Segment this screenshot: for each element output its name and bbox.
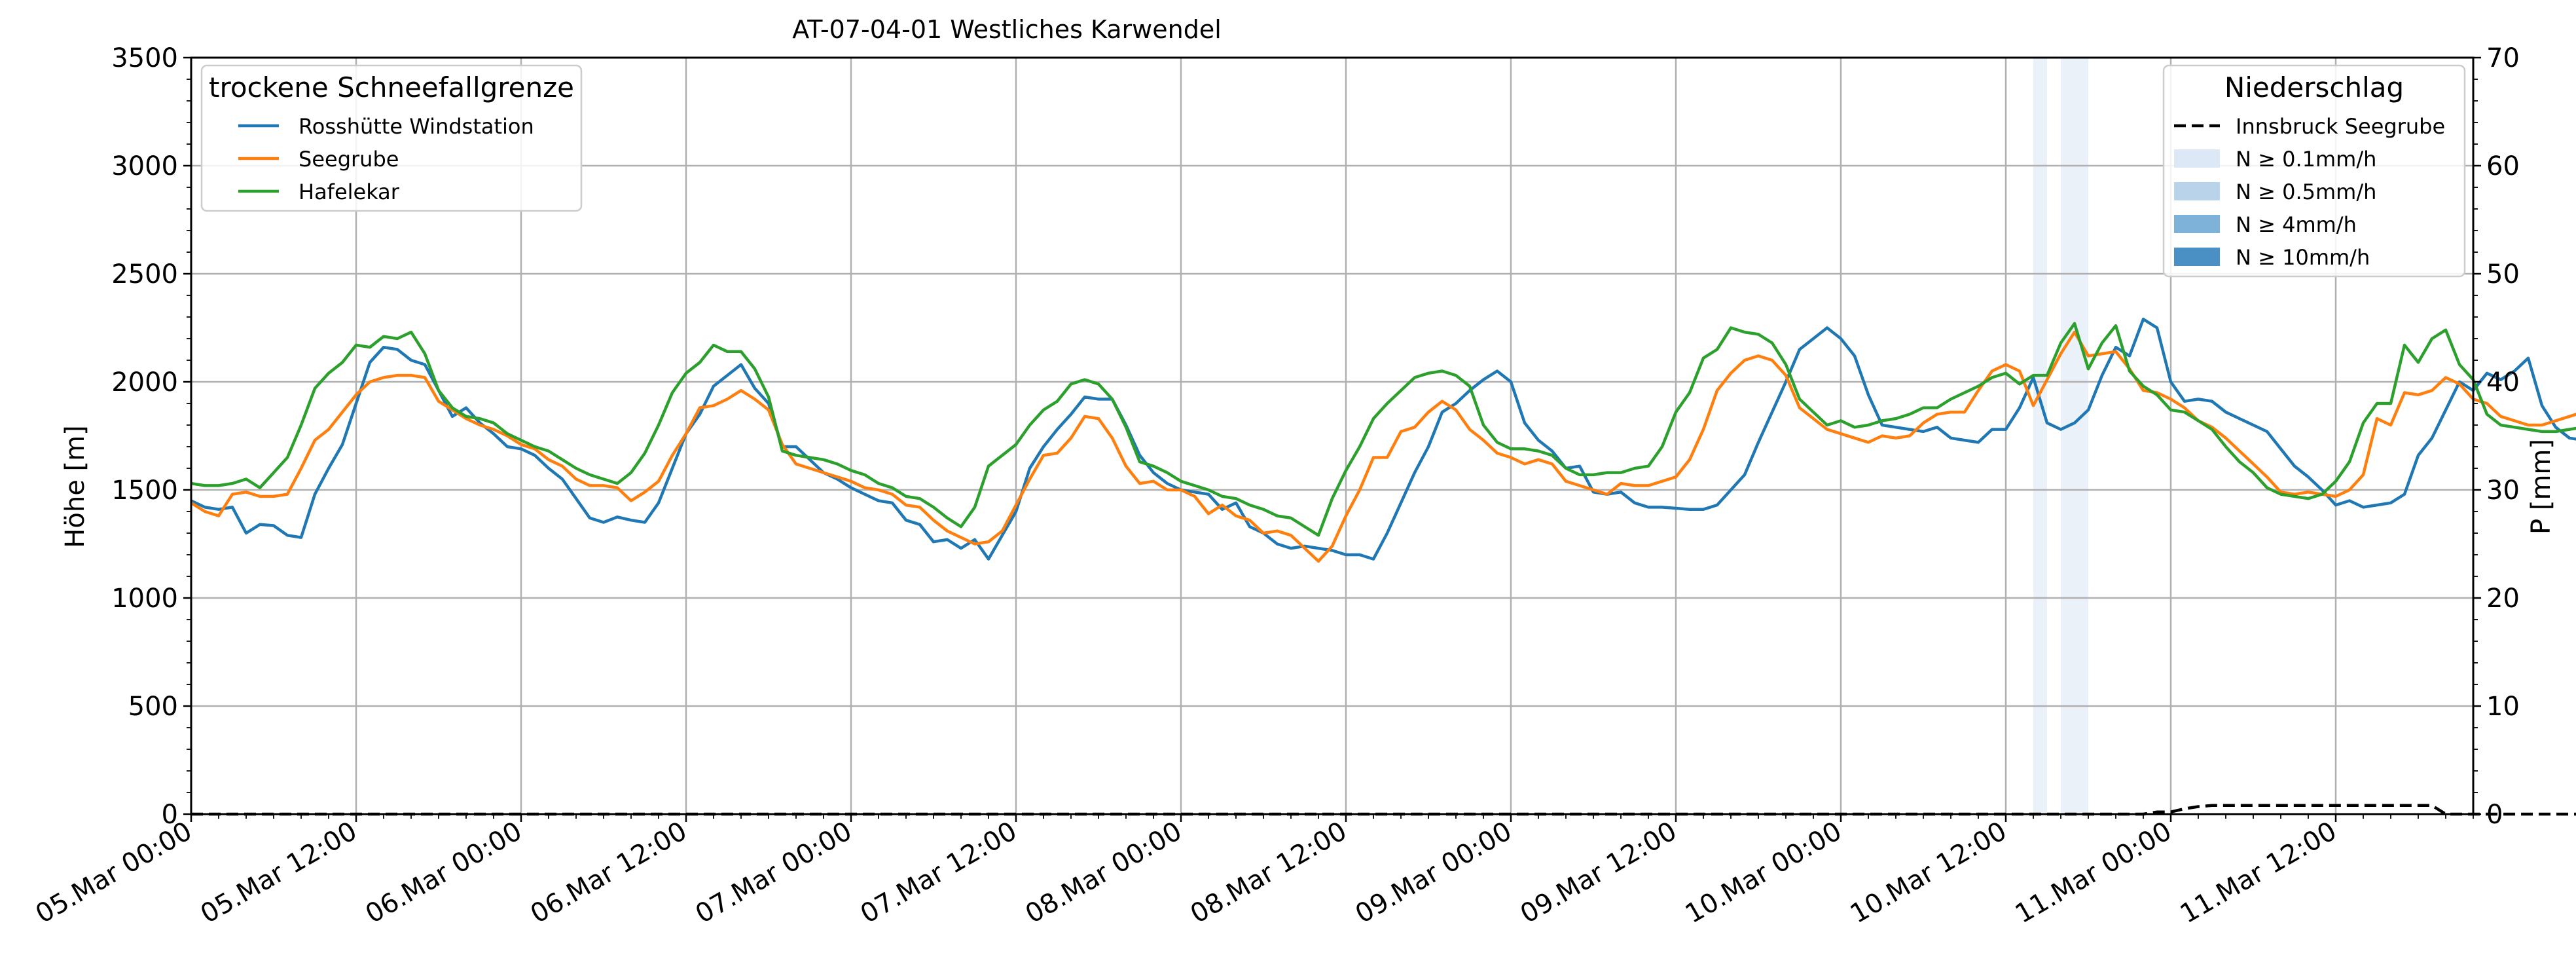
- legend-label-right-4: N ≥ 10mm/h: [2236, 245, 2370, 270]
- legend-box-left: [200, 64, 583, 212]
- precip-band-1: [2061, 58, 2088, 814]
- legend-label-right-0: Innsbruck Seegrube: [2236, 114, 2445, 139]
- legend-precipitation: Niederschlag Innsbruck Seegrube N ≥ 0.1mm/…: [2162, 64, 2466, 278]
- legend-swatch-1: [2174, 149, 2220, 168]
- y-tick-label-left-4: 2000: [111, 367, 178, 398]
- plot-frame: [190, 56, 2475, 815]
- chart-title: AT-07-04-01 Westliches Karwendel: [792, 15, 1222, 44]
- y-axis-label-right: P [mm]: [2526, 439, 2556, 534]
- series-line-0: [190, 318, 2576, 561]
- precip-band-0: [2033, 58, 2047, 814]
- legend-label-left-1: Seegrube: [299, 147, 399, 172]
- y-tick-label-left-2: 1000: [111, 584, 178, 614]
- series-line-2: [190, 322, 2576, 537]
- y-tick-label-left-6: 3000: [111, 151, 178, 181]
- y-tick-label-right-7: 70: [2486, 43, 2520, 73]
- y-tick-label-right-6: 60: [2486, 151, 2520, 181]
- legend-swatch-3: [2174, 215, 2220, 233]
- legend-swatch-2: [2174, 182, 2220, 200]
- y-tick-label-right-3: 30: [2486, 476, 2520, 506]
- series-line-1: [190, 330, 2576, 563]
- legend-swatch-4: [2174, 248, 2220, 266]
- y-tick-label-right-2: 20: [2486, 584, 2520, 614]
- legend-label-right-3: N ≥ 4mm/h: [2236, 212, 2357, 237]
- legend-label-left-2: Hafelekar: [299, 179, 400, 204]
- legend-title-right: Niederschlag: [2224, 71, 2404, 103]
- y-tick-label-right-4: 40: [2486, 367, 2520, 398]
- legend-label-right-1: N ≥ 0.1mm/h: [2236, 147, 2376, 172]
- y-axis-label-left: Höhe [m]: [60, 425, 90, 548]
- y-tick-label-right-1: 10: [2486, 692, 2520, 722]
- legend-title-left: trockene Schneefallgrenze: [209, 71, 574, 103]
- legend-snowline: trockene Schneefallgrenze Rosshütte Winds…: [200, 64, 583, 212]
- legend-label-right-2: N ≥ 0.5mm/h: [2236, 179, 2376, 204]
- y-tick-label-left-0: 0: [162, 800, 178, 830]
- y-tick-label-right-5: 50: [2486, 259, 2520, 289]
- y-tick-label-left-3: 1500: [111, 476, 178, 506]
- y-tick-label-left-5: 2500: [111, 259, 178, 289]
- precipitation-bands: [2033, 58, 2088, 814]
- y-tick-label-right-0: 0: [2486, 800, 2503, 830]
- y-tick-label-left-7: 3500: [111, 43, 178, 73]
- legend-label-left-0: Rosshütte Windstation: [299, 114, 534, 139]
- y-tick-label-left-1: 500: [128, 692, 178, 722]
- legend-box-right: [2162, 64, 2466, 278]
